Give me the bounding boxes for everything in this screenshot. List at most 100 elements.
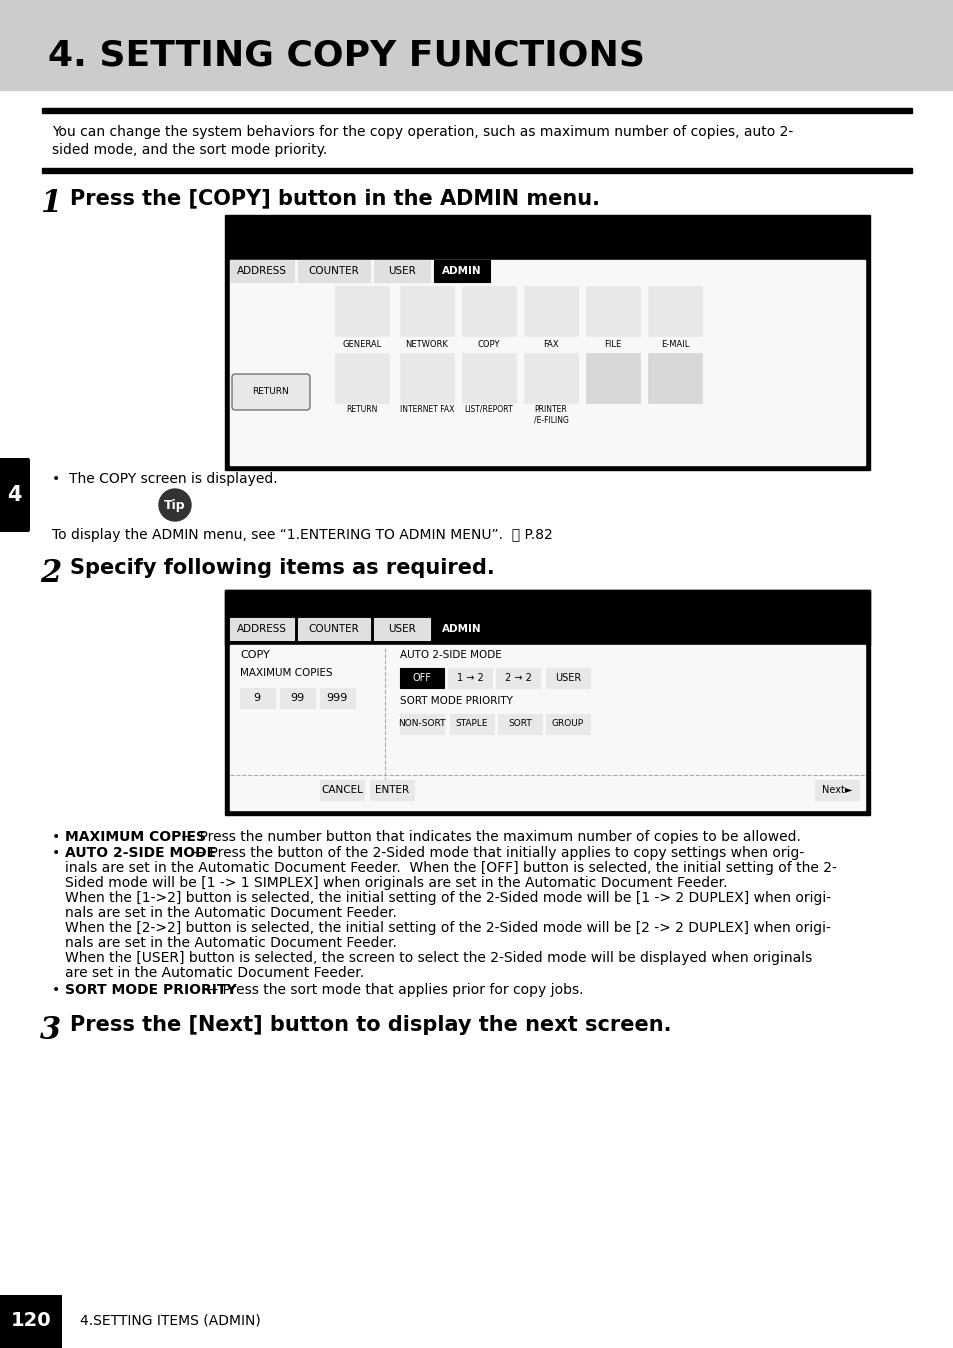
Text: 120: 120 [10,1312,51,1330]
Text: COPY: COPY [477,340,499,349]
Bar [240,687,274,708]
Text: Tip: Tip [164,499,186,511]
Text: •: • [52,983,60,998]
Text: NON-SORT: NON-SORT [397,720,445,728]
Bar [814,780,858,799]
Text: ADDRESS: ADDRESS [236,266,287,276]
Text: AUTO 2-SIDE MODE: AUTO 2-SIDE MODE [399,650,501,661]
Text: — Press the number button that indicates the maximum number of copies to be allo: — Press the number button that indicates… [177,830,800,844]
Text: SORT MODE PRIORITY: SORT MODE PRIORITY [65,983,236,998]
Text: 999: 999 [326,693,347,704]
Text: PRINTER
/E-FILING: PRINTER /E-FILING [533,404,568,425]
Text: USER: USER [388,266,416,276]
Bar [523,353,578,403]
Text: 2 → 2: 2 → 2 [504,673,531,683]
Bar [225,590,869,644]
Bar [399,714,443,735]
FancyBboxPatch shape [0,458,30,532]
Bar [319,687,355,708]
Text: MAXIMUM COPIES: MAXIMUM COPIES [240,669,333,678]
Text: 1 → 2: 1 → 2 [456,673,483,683]
Text: 3: 3 [40,1015,61,1046]
Text: ADMIN: ADMIN [442,624,481,634]
Text: RETURN: RETURN [346,404,377,414]
Bar [585,353,639,403]
FancyBboxPatch shape [232,373,310,410]
Text: E-MAIL: E-MAIL [660,340,688,349]
Bar [0,1295,953,1348]
Text: NETWORK: NETWORK [405,340,448,349]
Text: ADDRESS: ADDRESS [236,624,287,634]
Text: When the [USER] button is selected, the screen to select the 2-Sided mode will b: When the [USER] button is selected, the … [65,950,811,965]
Bar [230,260,864,465]
Text: COUNTER: COUNTER [309,266,359,276]
Text: Sided mode will be [1 -> 1 SIMPLEX] when originals are set in the Automatic Docu: Sided mode will be [1 -> 1 SIMPLEX] when… [65,876,727,890]
Text: Press the [COPY] button in the ADMIN menu.: Press the [COPY] button in the ADMIN men… [70,187,599,208]
Bar [399,669,443,687]
Bar [523,286,578,336]
Text: Next►: Next► [821,785,851,795]
Text: 4.SETTING ITEMS (ADMIN): 4.SETTING ITEMS (ADMIN) [80,1314,260,1328]
Text: •  The COPY screen is displayed.: • The COPY screen is displayed. [52,472,277,487]
Bar [374,260,430,282]
Text: are set in the Automatic Document Feeder.: are set in the Automatic Document Feeder… [65,967,364,980]
Bar [335,286,389,336]
Text: CANCEL: CANCEL [321,785,362,795]
Text: You can change the system behaviors for the copy operation, such as maximum numb: You can change the system behaviors for … [52,125,792,139]
Text: •: • [52,847,60,860]
Text: Press the [Next] button to display the next screen.: Press the [Next] button to display the n… [70,1015,671,1035]
Bar [545,714,589,735]
Bar [374,617,430,640]
Bar [42,168,911,173]
Bar [497,714,541,735]
Text: nals are set in the Automatic Document Feeder.: nals are set in the Automatic Document F… [65,906,396,919]
FancyBboxPatch shape [0,1295,62,1348]
Text: ADMIN: ADMIN [442,266,481,276]
Bar [434,260,490,282]
Text: SORT: SORT [508,720,532,728]
Text: 2: 2 [40,558,61,589]
Bar [461,353,516,403]
Bar [585,286,639,336]
Bar [225,590,869,816]
Text: USER: USER [555,673,580,683]
Text: inals are set in the Automatic Document Feeder.  When the [OFF] button is select: inals are set in the Automatic Document … [65,861,836,875]
Text: When the [2->2] button is selected, the initial setting of the 2-Sided mode will: When the [2->2] button is selected, the … [65,921,830,936]
Text: GROUP: GROUP [552,720,583,728]
Bar [0,0,953,90]
Text: USER: USER [388,624,416,634]
Bar [496,669,539,687]
Text: STAPLE: STAPLE [456,720,488,728]
Text: LIST/REPORT: LIST/REPORT [464,404,513,414]
Text: OFF: OFF [412,673,431,683]
Bar [450,714,494,735]
Bar [545,669,589,687]
Bar [297,260,370,282]
Bar [399,353,454,403]
Text: RETURN: RETURN [253,387,289,396]
Circle shape [159,489,191,520]
Text: INTERNET FAX: INTERNET FAX [399,404,454,414]
Bar [42,108,911,113]
Text: ENTER: ENTER [375,785,409,795]
Bar [280,687,314,708]
Text: Specify following items as required.: Specify following items as required. [70,558,495,578]
Text: COPY: COPY [240,650,270,661]
Bar [461,286,516,336]
Text: AUTO 2-SIDE MODE: AUTO 2-SIDE MODE [65,847,216,860]
Bar [434,617,490,640]
Bar [448,669,492,687]
Bar [297,617,370,640]
Text: 9: 9 [253,693,260,704]
Text: 1: 1 [40,187,61,218]
Text: nals are set in the Automatic Document Feeder.: nals are set in the Automatic Document F… [65,936,396,950]
Text: MAXIMUM COPIES: MAXIMUM COPIES [65,830,206,844]
Text: — Press the sort mode that applies prior for copy jobs.: — Press the sort mode that applies prior… [200,983,583,998]
Bar [647,353,701,403]
Bar [399,286,454,336]
Text: FILE: FILE [604,340,621,349]
Text: COUNTER: COUNTER [309,624,359,634]
Bar [230,260,294,282]
Text: •: • [52,830,60,844]
Text: To display the ADMIN menu, see “1.ENTERING TO ADMIN MENU”.  ⎙ P.82: To display the ADMIN menu, see “1.ENTERI… [52,528,552,542]
